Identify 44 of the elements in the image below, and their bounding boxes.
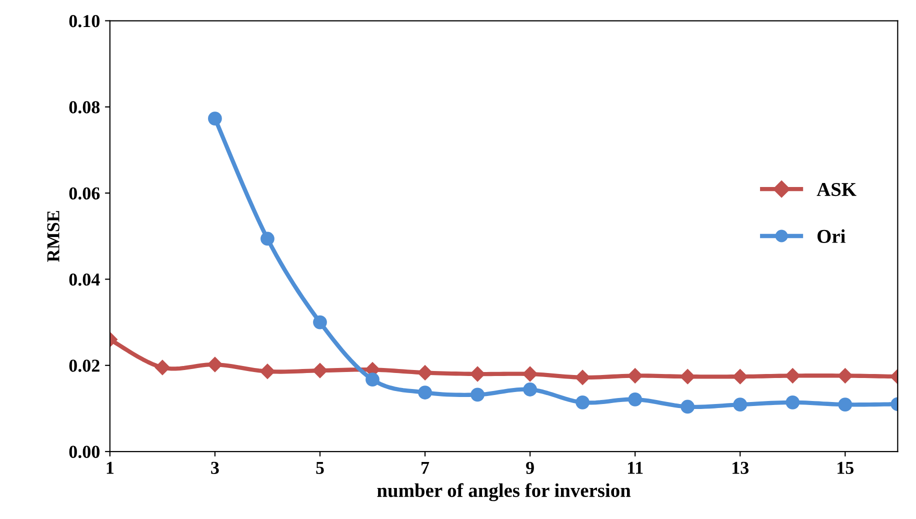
x-tick-label: 15 xyxy=(838,462,854,474)
point xyxy=(260,364,276,379)
point xyxy=(785,368,800,384)
point xyxy=(208,112,222,126)
point xyxy=(576,395,590,410)
point xyxy=(470,366,486,382)
y-tick-label: 0.08 xyxy=(69,101,100,114)
x-tick-label: 1 xyxy=(106,462,114,474)
point xyxy=(207,356,223,372)
x-tick-label: 5 xyxy=(316,462,324,474)
point xyxy=(366,372,380,387)
x-axis-title: number of angles for inversion xyxy=(377,483,631,502)
point xyxy=(260,232,274,246)
point xyxy=(154,360,170,376)
point xyxy=(417,365,433,380)
point xyxy=(418,386,432,400)
y-tick-label: 0.00 xyxy=(69,446,100,458)
point xyxy=(628,392,642,406)
point xyxy=(312,362,328,378)
point xyxy=(680,369,696,384)
point xyxy=(313,315,327,330)
y-tick-label: 0.04 xyxy=(69,273,100,286)
point xyxy=(628,368,643,384)
point xyxy=(470,388,484,402)
y-tick-label: 0.10 xyxy=(69,15,100,28)
point xyxy=(680,400,695,414)
point xyxy=(786,395,800,410)
y-tick-label: 0.02 xyxy=(69,360,100,372)
point xyxy=(523,382,538,396)
y-tick-label: 0.06 xyxy=(69,187,100,200)
point xyxy=(522,366,538,382)
x-tick-label: 9 xyxy=(526,462,534,474)
y-axis-title: RMSE xyxy=(47,210,60,262)
point xyxy=(733,398,748,412)
legend-label: ASK xyxy=(816,183,856,196)
x-tick-label: 3 xyxy=(211,462,219,474)
x-tick-label: 13 xyxy=(732,462,749,474)
point xyxy=(838,368,853,384)
point xyxy=(838,398,852,412)
point xyxy=(575,370,590,386)
point xyxy=(732,369,748,384)
legend-label: Ori xyxy=(818,229,846,243)
x-tick-label: 7 xyxy=(422,462,430,474)
x-tick-label: 11 xyxy=(628,462,643,474)
